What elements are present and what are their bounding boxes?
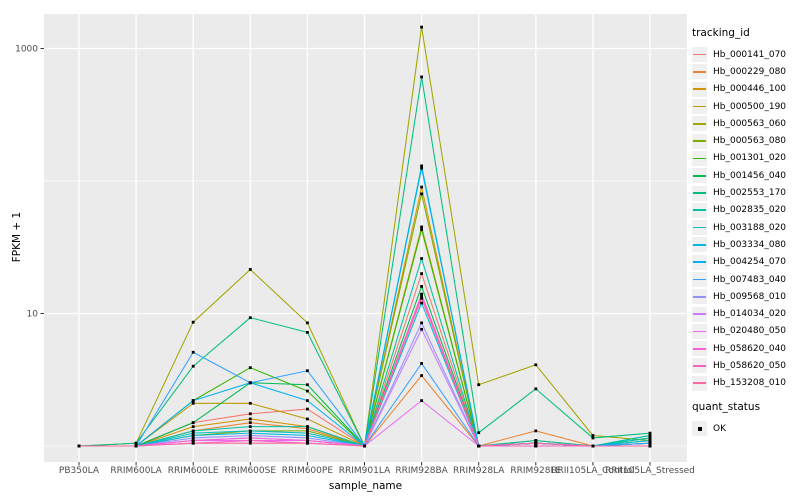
legend-item-Hb_003334_080: Hb_003334_080 <box>692 236 798 253</box>
gridlines <box>44 14 687 462</box>
panel-background <box>44 14 687 462</box>
legend-item-ok: OK <box>692 420 798 437</box>
line-swatch-icon <box>692 81 707 97</box>
legend-item-label: Hb_058620_050 <box>713 360 787 371</box>
legend-item-Hb_014034_020: Hb_014034_020 <box>692 305 798 322</box>
x-tick-label-RRIM901LA: RRIM901LA <box>339 466 391 476</box>
legend-item-label: Hb_058620_040 <box>713 343 787 354</box>
data-points-Hb_153208_010 <box>77 297 652 448</box>
x-tick-label-RRIM928LA: RRIM928LA <box>453 466 505 476</box>
legend-item-Hb_058620_050: Hb_058620_050 <box>692 357 798 374</box>
legend-item-label: Hb_004254_070 <box>713 257 787 268</box>
line-swatch-icon <box>692 272 707 287</box>
legend-item-label: Hb_000141_070 <box>713 49 787 60</box>
legend-item-Hb_009568_010: Hb_009568_010 <box>692 288 798 305</box>
x-tick-labels: PB350LA RRIM600LA RRIM600LE RRIM600SE RRIM60… <box>59 466 695 476</box>
line-swatch-icon <box>692 202 707 218</box>
legend-item-Hb_002553_170: Hb_002553_170 <box>692 184 798 201</box>
line-swatch-icon <box>692 375 707 391</box>
legend-item-label: Hb_000563_080 <box>713 136 787 147</box>
legend-item-label: Hb_000563_060 <box>713 118 787 129</box>
line-swatch-icon <box>692 185 707 201</box>
x-tick-label-RRIM600LA: RRIM600LA <box>110 466 162 476</box>
axis-ticks <box>40 48 651 466</box>
line-swatch-icon <box>692 254 707 270</box>
line-swatch-icon <box>692 99 707 115</box>
legend-item-label: Hb_003334_080 <box>713 239 787 250</box>
legend-item-label: Hb_020480_050 <box>713 326 787 337</box>
legend-item-label: Hb_007483_040 <box>713 274 787 285</box>
line-swatch-icon <box>692 220 707 236</box>
legend-item-label: Hb_002553_170 <box>713 188 787 199</box>
y-axis-title: FPKM + 1 <box>11 211 23 263</box>
legend-item-label: Hb_014034_020 <box>713 309 787 320</box>
legend-item-Hb_000500_190: Hb_000500_190 <box>692 98 798 115</box>
legend-item-list: Hb_000141_070 Hb_000229_080 Hb_000446_100 H… <box>692 46 798 392</box>
x-tick-label-RRIM928LE: RRIM928LE <box>510 466 561 476</box>
square-marker-icon <box>692 421 707 437</box>
legend-item-Hb_000229_080: Hb_000229_080 <box>692 63 798 80</box>
x-tick-label-RRIM600LE: RRIM600LE <box>168 466 219 476</box>
legend-item-label: Hb_001456_040 <box>713 170 787 181</box>
x-tick-label-RRII105LA_Stressed: RRII105LA_Stressed <box>605 466 695 476</box>
y-tick-labels: 1000 10 <box>15 45 38 320</box>
legend-item-label: Hb_009568_010 <box>713 291 787 302</box>
legend-item-Hb_001456_040: Hb_001456_040 <box>692 167 798 184</box>
line-swatch-icon <box>692 64 707 80</box>
legend-title-tracking-id: tracking_id <box>692 27 750 39</box>
line-swatch-icon <box>692 133 707 149</box>
line-swatch-icon <box>692 323 707 339</box>
legend-title-quant-status: quant_status <box>692 400 761 413</box>
x-tick-label-RRIM600SE: RRIM600SE <box>225 466 277 476</box>
line-swatch-icon <box>692 150 707 166</box>
line-swatch-icon <box>692 341 707 357</box>
legend-item-Hb_000446_100: Hb_000446_100 <box>692 81 798 98</box>
legend-item-Hb_000141_070: Hb_000141_070 <box>692 46 798 63</box>
legend: tracking_id Hb_000141_070 Hb_000229_080 Hb… <box>692 27 798 437</box>
line-swatch-icon <box>692 306 707 322</box>
legend-item-Hb_004254_070: Hb_004254_070 <box>692 254 798 271</box>
legend-item-Hb_007483_040: Hb_007483_040 <box>692 271 798 288</box>
legend-item-label: Hb_153208_010 <box>713 378 787 389</box>
legend-item-label: Hb_000446_100 <box>713 84 787 95</box>
x-tick-label-RRIM600PE: RRIM600PE <box>282 466 334 476</box>
legend-item-Hb_000563_080: Hb_000563_080 <box>692 132 798 149</box>
line-swatch-icon <box>692 289 707 305</box>
legend-item-Hb_002835_020: Hb_002835_020 <box>692 202 798 219</box>
x-axis-title: sample_name <box>328 480 403 492</box>
line-swatch-icon <box>692 47 707 63</box>
legend-item-Hb_003188_020: Hb_003188_020 <box>692 219 798 236</box>
line-swatch-icon <box>692 358 707 374</box>
x-tick-label-PB350LA: PB350LA <box>59 466 100 476</box>
x-tick-label-RRIM928BA: RRIM928BA <box>395 466 448 476</box>
legend-item-ok-label: OK <box>713 423 726 434</box>
x-tick-label-RRII105LA_Control: RRII105LA_Control <box>551 466 634 476</box>
legend-item-label: Hb_000500_190 <box>713 101 787 112</box>
y-tick-label: 10 <box>27 310 39 320</box>
legend-item-label: Hb_001301_020 <box>713 153 787 164</box>
legend-item-Hb_153208_010: Hb_153208_010 <box>692 375 798 392</box>
legend-item-Hb_020480_050: Hb_020480_050 <box>692 323 798 340</box>
legend-item-label: Hb_003188_020 <box>713 222 787 233</box>
legend-item-label: Hb_000229_080 <box>713 66 787 77</box>
legend-item-Hb_000563_060: Hb_000563_060 <box>692 115 798 132</box>
line-swatch-icon <box>692 168 707 184</box>
y-tick-label: 1000 <box>15 45 38 55</box>
legend-item-label: Hb_002835_020 <box>713 205 787 216</box>
legend-item-Hb_058620_040: Hb_058620_040 <box>692 340 798 357</box>
line-swatch-icon <box>692 237 707 253</box>
line-swatch-icon <box>692 116 707 132</box>
legend-item-Hb_001301_020: Hb_001301_020 <box>692 150 798 167</box>
